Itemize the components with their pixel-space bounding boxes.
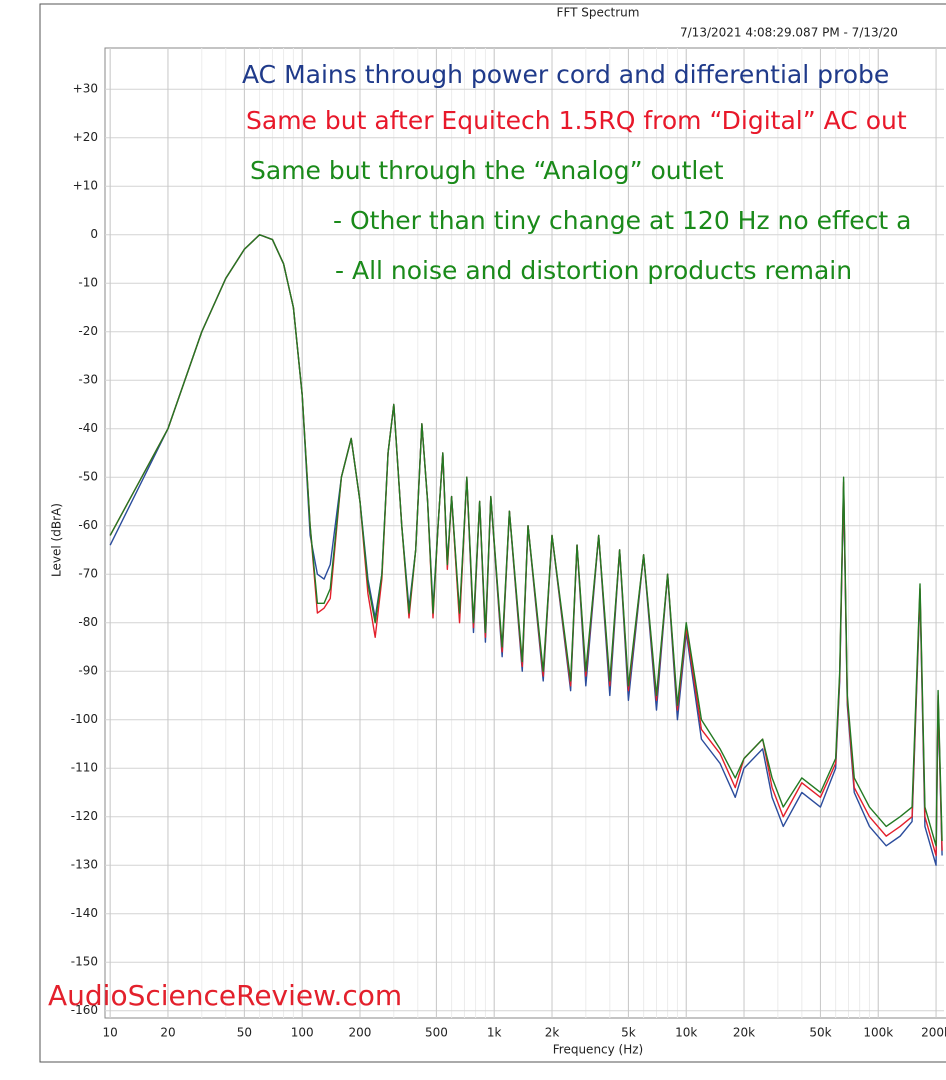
x-tick-label: 100k — [863, 1026, 893, 1040]
x-tick-label: 50 — [237, 1026, 252, 1040]
series-line — [109, 234, 943, 847]
annotation: AC Mains through power cord and differen… — [242, 60, 889, 89]
y-tick-label: -120 — [71, 809, 98, 823]
chart-title: FFT Spectrum — [557, 6, 640, 20]
annotation: - Other than tiny change at 120 Hz no ef… — [333, 206, 911, 235]
y-tick-label: -150 — [71, 955, 98, 969]
annotation: Same but through the “Analog” outlet — [250, 156, 724, 185]
y-tick-label: -130 — [71, 858, 98, 872]
y-tick-label: -70 — [78, 567, 98, 581]
x-tick-label: 5k — [621, 1026, 636, 1040]
x-tick-label: 20 — [160, 1026, 175, 1040]
y-tick-label: -110 — [71, 761, 98, 775]
annotation: - All noise and distortion products rema… — [335, 256, 852, 285]
y-axis-label: Level (dBrA) — [50, 503, 64, 577]
y-tick-label: +20 — [73, 130, 98, 144]
y-tick-label: -50 — [78, 470, 98, 484]
annotation: Same but after Equitech 1.5RQ from “Digi… — [246, 106, 907, 135]
subtitle: 7/13/2021 4:08:29.087 PM - 7/13/20 — [680, 26, 898, 40]
y-tick-label: 0 — [90, 227, 98, 241]
x-tick-label: 500 — [425, 1026, 448, 1040]
x-tick-label: 2k — [545, 1026, 560, 1040]
x-tick-label: 100 — [291, 1026, 314, 1040]
y-tick-label: -160 — [71, 1003, 98, 1017]
y-tick-label: -60 — [78, 518, 98, 532]
x-tick-label: 50k — [809, 1026, 831, 1040]
y-tick-label: +10 — [73, 179, 98, 193]
x-tick-label: 10 — [103, 1026, 118, 1040]
x-tick-label: 200k — [921, 1026, 946, 1040]
y-tick-label: -80 — [78, 615, 98, 629]
y-tick-label: -140 — [71, 906, 98, 920]
x-tick-label: 1k — [487, 1026, 502, 1040]
watermark: AudioScienceReview.com — [48, 979, 402, 1012]
y-tick-label: -20 — [78, 324, 98, 338]
y-tick-label: -90 — [78, 664, 98, 678]
x-tick-label: 200 — [349, 1026, 372, 1040]
y-tick-label: -100 — [71, 712, 98, 726]
y-tick-label: -30 — [78, 373, 98, 387]
plot-area — [104, 47, 946, 1019]
y-tick-label: -10 — [78, 276, 98, 290]
y-tick-label: -40 — [78, 421, 98, 435]
x-axis-label: Frequency (Hz) — [553, 1043, 644, 1057]
x-tick-label: 20k — [733, 1026, 755, 1040]
x-tick-label: 10k — [675, 1026, 697, 1040]
y-tick-label: +30 — [73, 82, 98, 96]
